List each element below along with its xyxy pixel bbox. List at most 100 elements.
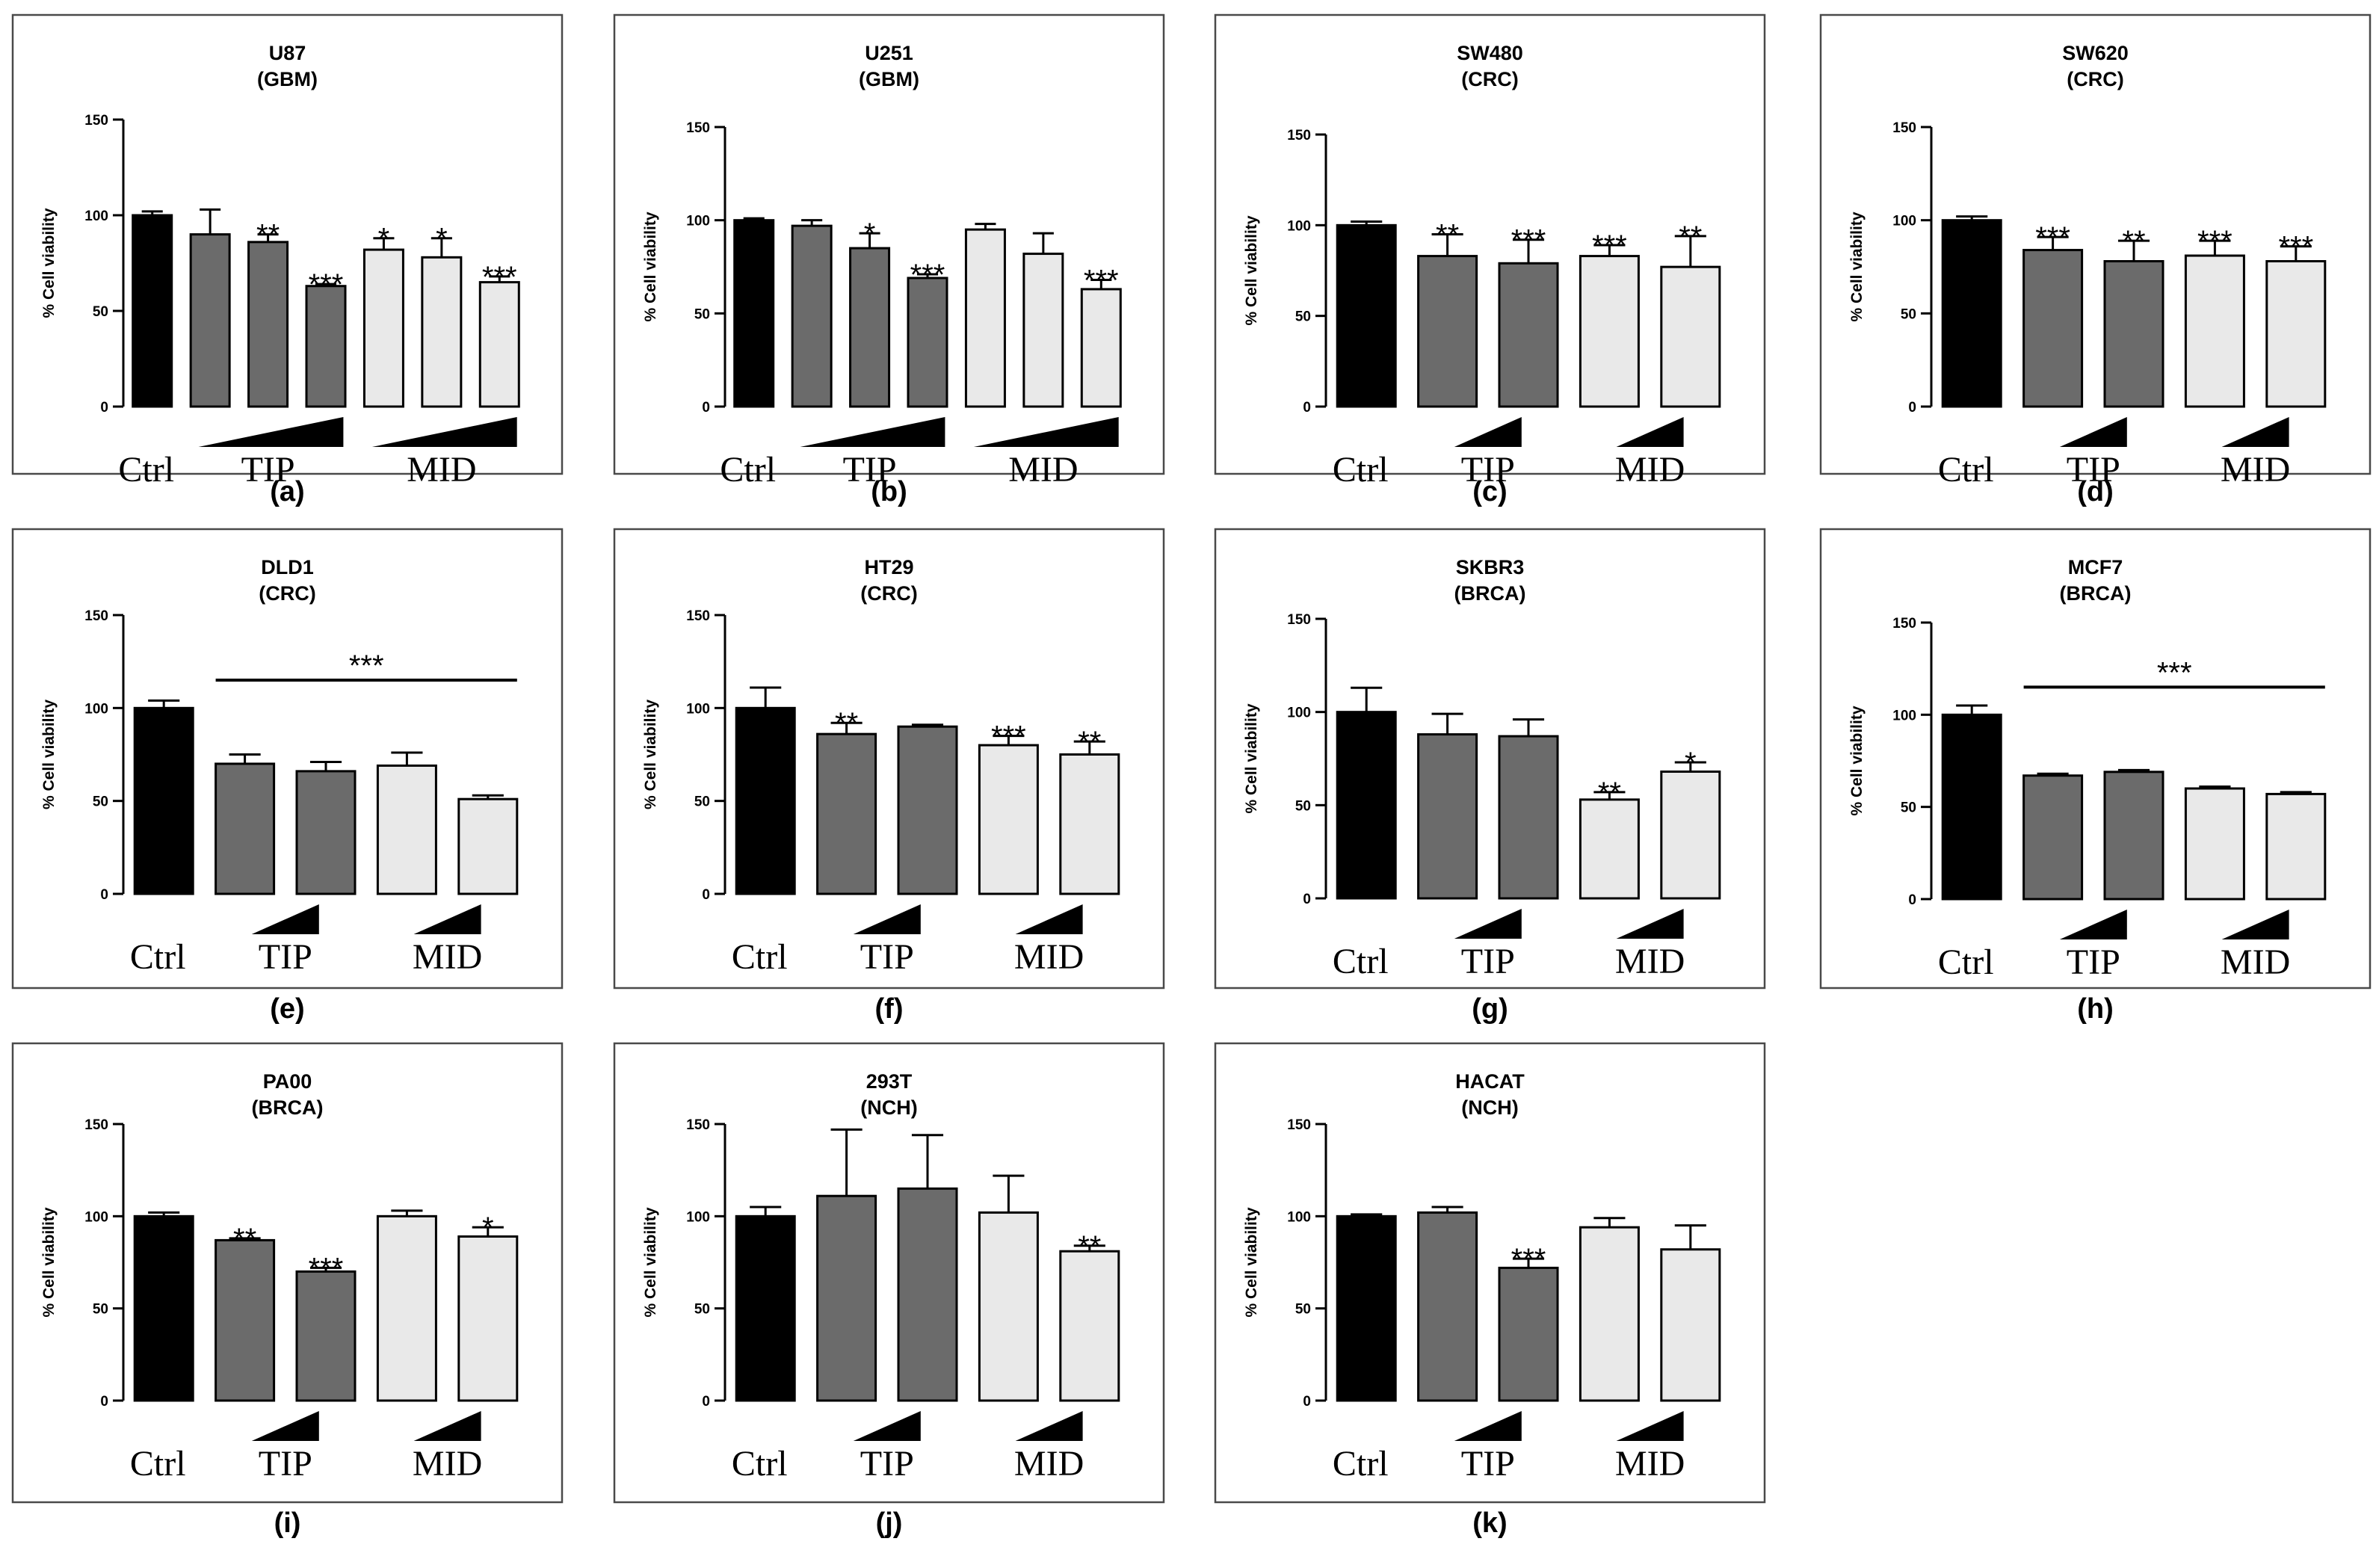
y-tick-label: 0 xyxy=(1303,892,1311,907)
significance-label: *** xyxy=(991,720,1026,753)
x-group-label-tip: TIP xyxy=(2067,942,2120,982)
chart-title: SW480 xyxy=(1457,42,1523,64)
y-tick-label: 150 xyxy=(1287,1117,1311,1133)
x-group-label-mid: MID xyxy=(2221,450,2290,490)
y-tick-label: 150 xyxy=(84,113,108,129)
bar-tip xyxy=(897,1187,958,1402)
y-tick-label: 150 xyxy=(686,1117,710,1133)
dose-wedge-icon xyxy=(1616,1411,1684,1441)
chart-subtitle: (BRCA) xyxy=(252,1096,324,1119)
bar-ctrl xyxy=(733,219,775,408)
dose-wedge-icon xyxy=(251,904,319,934)
chart-subtitle: (GBM) xyxy=(257,68,318,90)
significance-label: *** xyxy=(309,268,344,301)
x-group-label-ctrl: Ctrl xyxy=(1333,450,1389,490)
y-tick-label: 50 xyxy=(93,304,108,320)
panel-letter: (i) xyxy=(274,1507,301,1539)
x-group-label-mid: MID xyxy=(1008,450,1078,490)
bar-mid xyxy=(1022,253,1064,408)
significance-label: * xyxy=(436,223,448,256)
y-tick-label: 0 xyxy=(702,887,710,903)
bar-tip xyxy=(1498,1266,1559,1402)
y-tick-label: 50 xyxy=(694,794,710,810)
significance-label: *** xyxy=(1592,229,1627,262)
significance-label: * xyxy=(864,217,876,250)
panel-letter: (a) xyxy=(270,476,304,507)
panel-letter: (g) xyxy=(1472,993,1508,1025)
bar-ctrl xyxy=(1941,219,2002,408)
bar-mid xyxy=(1579,798,1640,900)
y-tick-label: 150 xyxy=(1287,612,1311,628)
significance-label: ** xyxy=(1078,1230,1101,1263)
bar-mid xyxy=(978,744,1039,895)
x-group-label-ctrl: Ctrl xyxy=(130,937,186,977)
panel-letter: (e) xyxy=(270,993,304,1025)
x-group-label-tip: TIP xyxy=(1461,942,1515,981)
y-axis-label: % Cell viability xyxy=(40,1207,58,1317)
chart-subtitle: (CRC) xyxy=(1461,68,1518,90)
significance-label: * xyxy=(378,223,390,256)
y-tick-label: 0 xyxy=(702,1394,710,1410)
chart-title: U251 xyxy=(865,42,913,64)
bar-tip xyxy=(849,247,891,408)
bar-mid xyxy=(1080,288,1122,408)
y-tick-label: 50 xyxy=(93,1302,108,1318)
dose-wedge-icon xyxy=(853,1411,921,1441)
chart-title: U87 xyxy=(269,42,306,64)
bar-ctrl xyxy=(133,1214,194,1402)
chart-title: SKBR3 xyxy=(1456,556,1525,578)
bar-mid xyxy=(376,764,437,895)
x-group-label-mid: MID xyxy=(2221,942,2290,982)
bar-tip xyxy=(816,732,877,895)
bar-ctrl xyxy=(1336,711,1397,900)
bar-mid xyxy=(362,248,404,408)
y-tick-label: 150 xyxy=(686,120,710,136)
x-group-label-ctrl: Ctrl xyxy=(1333,1444,1389,1484)
bar-tip xyxy=(305,285,347,408)
bar-mid xyxy=(2184,787,2245,901)
y-tick-label: 0 xyxy=(1908,400,1916,416)
chart-panel-5: DLD1 (CRC) 0 50 100 150 % Cell viability *** Ctr… xyxy=(11,528,564,1025)
x-group-label-ctrl: Ctrl xyxy=(1333,942,1389,981)
chart-title: 293T xyxy=(866,1070,913,1093)
x-group-label-mid: MID xyxy=(1615,942,1685,981)
x-group-label-mid: MID xyxy=(407,450,476,490)
y-tick-label: 100 xyxy=(84,209,108,224)
dose-wedge-icon xyxy=(371,417,517,447)
dose-wedge-icon xyxy=(2221,910,2289,939)
x-group-label-ctrl: Ctrl xyxy=(1938,450,1994,490)
y-tick-label: 100 xyxy=(1892,214,1916,229)
significance-label: ** xyxy=(1078,726,1101,759)
x-group-label-ctrl: Ctrl xyxy=(732,937,788,977)
bar-mid xyxy=(1579,255,1640,408)
y-axis-label: % Cell viability xyxy=(1243,1207,1260,1317)
significance-label: *** xyxy=(910,259,945,291)
bar-ctrl xyxy=(1336,223,1397,408)
dose-wedge-icon xyxy=(413,904,481,934)
y-tick-label: 100 xyxy=(1892,708,1916,723)
y-tick-label: 100 xyxy=(686,1209,710,1225)
chart-title: HT29 xyxy=(864,556,913,578)
significance-label: *** xyxy=(1511,1243,1546,1276)
x-group-label-tip: TIP xyxy=(259,1444,312,1484)
y-axis-label: % Cell viability xyxy=(1848,212,1866,321)
chart-subtitle: (BRCA) xyxy=(1454,582,1526,605)
x-group-label-tip: TIP xyxy=(2067,450,2120,490)
y-tick-label: 100 xyxy=(84,701,108,717)
bar-tip xyxy=(2022,249,2084,408)
panel-letter: (c) xyxy=(1472,476,1507,507)
y-axis-label: % Cell viability xyxy=(1243,703,1260,813)
y-tick-label: 100 xyxy=(84,1209,108,1225)
dose-wedge-icon xyxy=(1454,909,1522,939)
panel-letter: (k) xyxy=(1472,1507,1507,1539)
y-tick-label: 150 xyxy=(1287,128,1311,143)
x-group-label-mid: MID xyxy=(413,937,482,977)
significance-label: ** xyxy=(1598,777,1621,809)
panel-letter: (f) xyxy=(875,993,904,1025)
significance-label: * xyxy=(482,1212,494,1244)
panel-letter: (b) xyxy=(871,476,907,507)
